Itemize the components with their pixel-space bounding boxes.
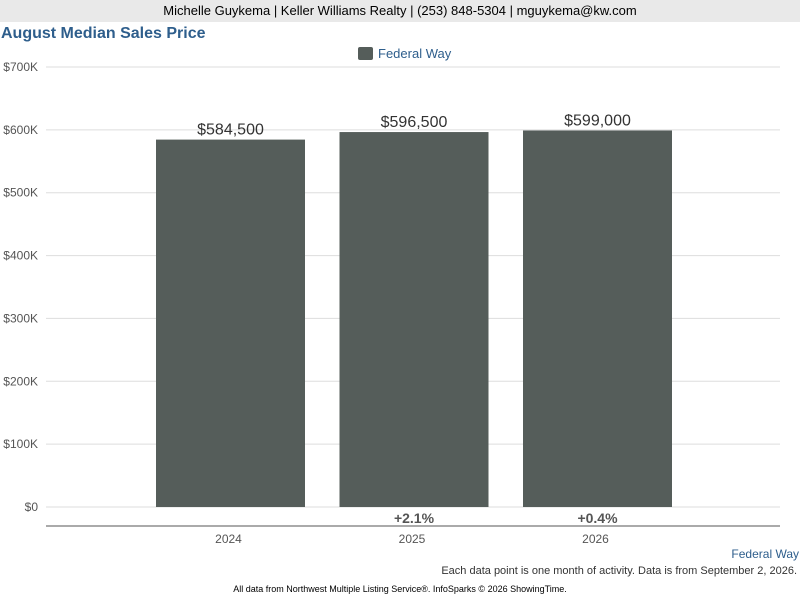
bar-value-label: $599,000 <box>564 112 631 129</box>
change-label: +2.1% <box>394 510 435 526</box>
y-tick-label: $600K <box>3 123 38 137</box>
footer-credit: All data from Northwest Multiple Listing… <box>233 584 567 594</box>
y-tick-label: $100K <box>3 437 38 451</box>
contact-header: Michelle Guykema | Keller Williams Realt… <box>0 0 800 22</box>
y-tick-label: $300K <box>3 311 38 325</box>
y-tick-label: $400K <box>3 249 38 263</box>
data-note: Each data point is one month of activity… <box>441 565 797 577</box>
bar <box>339 132 489 508</box>
legend-swatch <box>358 46 373 60</box>
y-tick-label: $500K <box>3 186 38 200</box>
change-label: +0.4% <box>577 510 618 526</box>
x-tick-label: 2026 <box>582 532 609 546</box>
area-link[interactable]: Federal Way <box>731 547 799 561</box>
bar-value-label: $596,500 <box>381 114 448 131</box>
bar <box>156 139 305 507</box>
bar <box>523 130 672 507</box>
x-tick-label: 2025 <box>399 532 426 546</box>
y-tick-label: $700K <box>3 60 38 74</box>
y-tick-label: $0 <box>25 500 39 514</box>
x-tick-label: 2024 <box>215 532 242 546</box>
y-tick-label: $200K <box>3 374 38 388</box>
legend[interactable]: Federal Way <box>358 45 451 61</box>
bar-value-label: $584,500 <box>197 122 264 139</box>
legend-label: Federal Way <box>378 45 452 61</box>
chart-title: August Median Sales Price <box>1 25 206 42</box>
